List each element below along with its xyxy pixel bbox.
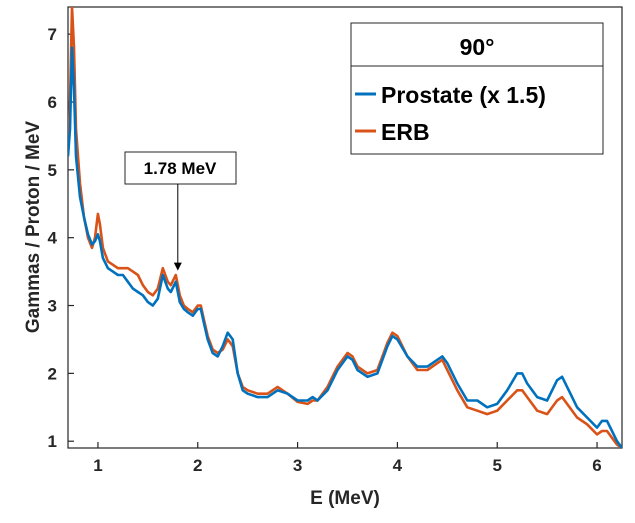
x-tick-label: 5: [492, 456, 501, 475]
legend-box: [350, 22, 604, 155]
y-tick-label: 4: [48, 229, 58, 248]
series-layer: [68, 7, 622, 448]
legend-label-prostate: Prostate (x 1.5): [381, 82, 546, 108]
x-tick-label: 2: [193, 456, 202, 475]
y-axis-label: Gammas / Proton / MeV: [23, 121, 44, 334]
y-tick-label: 7: [48, 25, 57, 44]
y-tick-label: 2: [48, 364, 57, 383]
x-tick-label: 3: [293, 456, 302, 475]
annotation-box: [124, 151, 237, 185]
x-axis-label: E (MeV): [310, 488, 380, 509]
series-line-prostate: [68, 46, 622, 448]
annotation: 1.78 MeV: [124, 151, 237, 271]
annotation-label: 1.78 MeV: [144, 159, 217, 178]
x-tick-label: 1: [93, 456, 102, 475]
y-tick-label: 1: [48, 432, 57, 451]
axis-ticks: 1 2 3 4 5 6 1 2 3 4 5 6 7: [48, 25, 602, 475]
y-tick-label: 5: [48, 161, 57, 180]
y-tick-label: 3: [48, 297, 57, 316]
legend-title: 90°: [460, 34, 495, 60]
series-line-erb: [68, 7, 622, 448]
x-tick-label: 6: [592, 456, 601, 475]
y-tick-label: 6: [48, 93, 57, 112]
annotation-arrowhead: [173, 262, 182, 271]
legend-label-erb: ERB: [381, 119, 430, 145]
x-tick-label: 4: [393, 456, 403, 475]
legend: 90° Prostate (x 1.5) ERB: [350, 22, 604, 155]
